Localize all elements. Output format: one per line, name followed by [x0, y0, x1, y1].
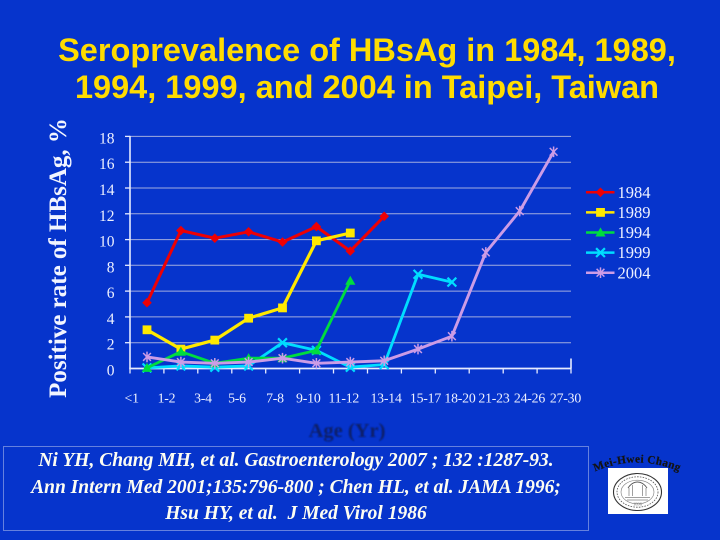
svg-text:<1: <1 — [125, 391, 140, 406]
svg-text:16: 16 — [99, 156, 115, 173]
svg-text:2004: 2004 — [618, 263, 651, 282]
svg-text:2: 2 — [107, 337, 115, 354]
svg-text:14: 14 — [99, 182, 115, 199]
svg-text:1-2: 1-2 — [158, 391, 176, 406]
svg-text:11-12: 11-12 — [328, 391, 359, 406]
svg-text:7-8: 7-8 — [266, 391, 284, 406]
svg-text:4: 4 — [107, 311, 115, 328]
svg-text:1989: 1989 — [618, 203, 651, 222]
svg-text:21-23: 21-23 — [478, 391, 509, 406]
svg-text:0: 0 — [107, 363, 115, 380]
svg-text:1994: 1994 — [618, 223, 651, 242]
svg-text:13-14: 13-14 — [370, 391, 401, 406]
svg-text:12: 12 — [99, 208, 115, 225]
svg-text:Age (Yr): Age (Yr) — [309, 420, 386, 442]
svg-text:1896: 1896 — [633, 502, 643, 507]
svg-text:6: 6 — [107, 285, 115, 302]
svg-text:5-6: 5-6 — [228, 391, 246, 406]
svg-text:24-26: 24-26 — [514, 391, 545, 406]
svg-text:8: 8 — [107, 259, 115, 276]
svg-text:15-17: 15-17 — [410, 391, 441, 406]
svg-text:1999: 1999 — [618, 243, 651, 262]
svg-text:9-10: 9-10 — [296, 391, 321, 406]
svg-text:3-4: 3-4 — [194, 391, 212, 406]
svg-text:27-30: 27-30 — [550, 391, 581, 406]
svg-text:18: 18 — [99, 130, 115, 147]
svg-text:10: 10 — [99, 234, 115, 251]
svg-text:18-20: 18-20 — [444, 391, 475, 406]
svg-text:1984: 1984 — [618, 183, 651, 202]
